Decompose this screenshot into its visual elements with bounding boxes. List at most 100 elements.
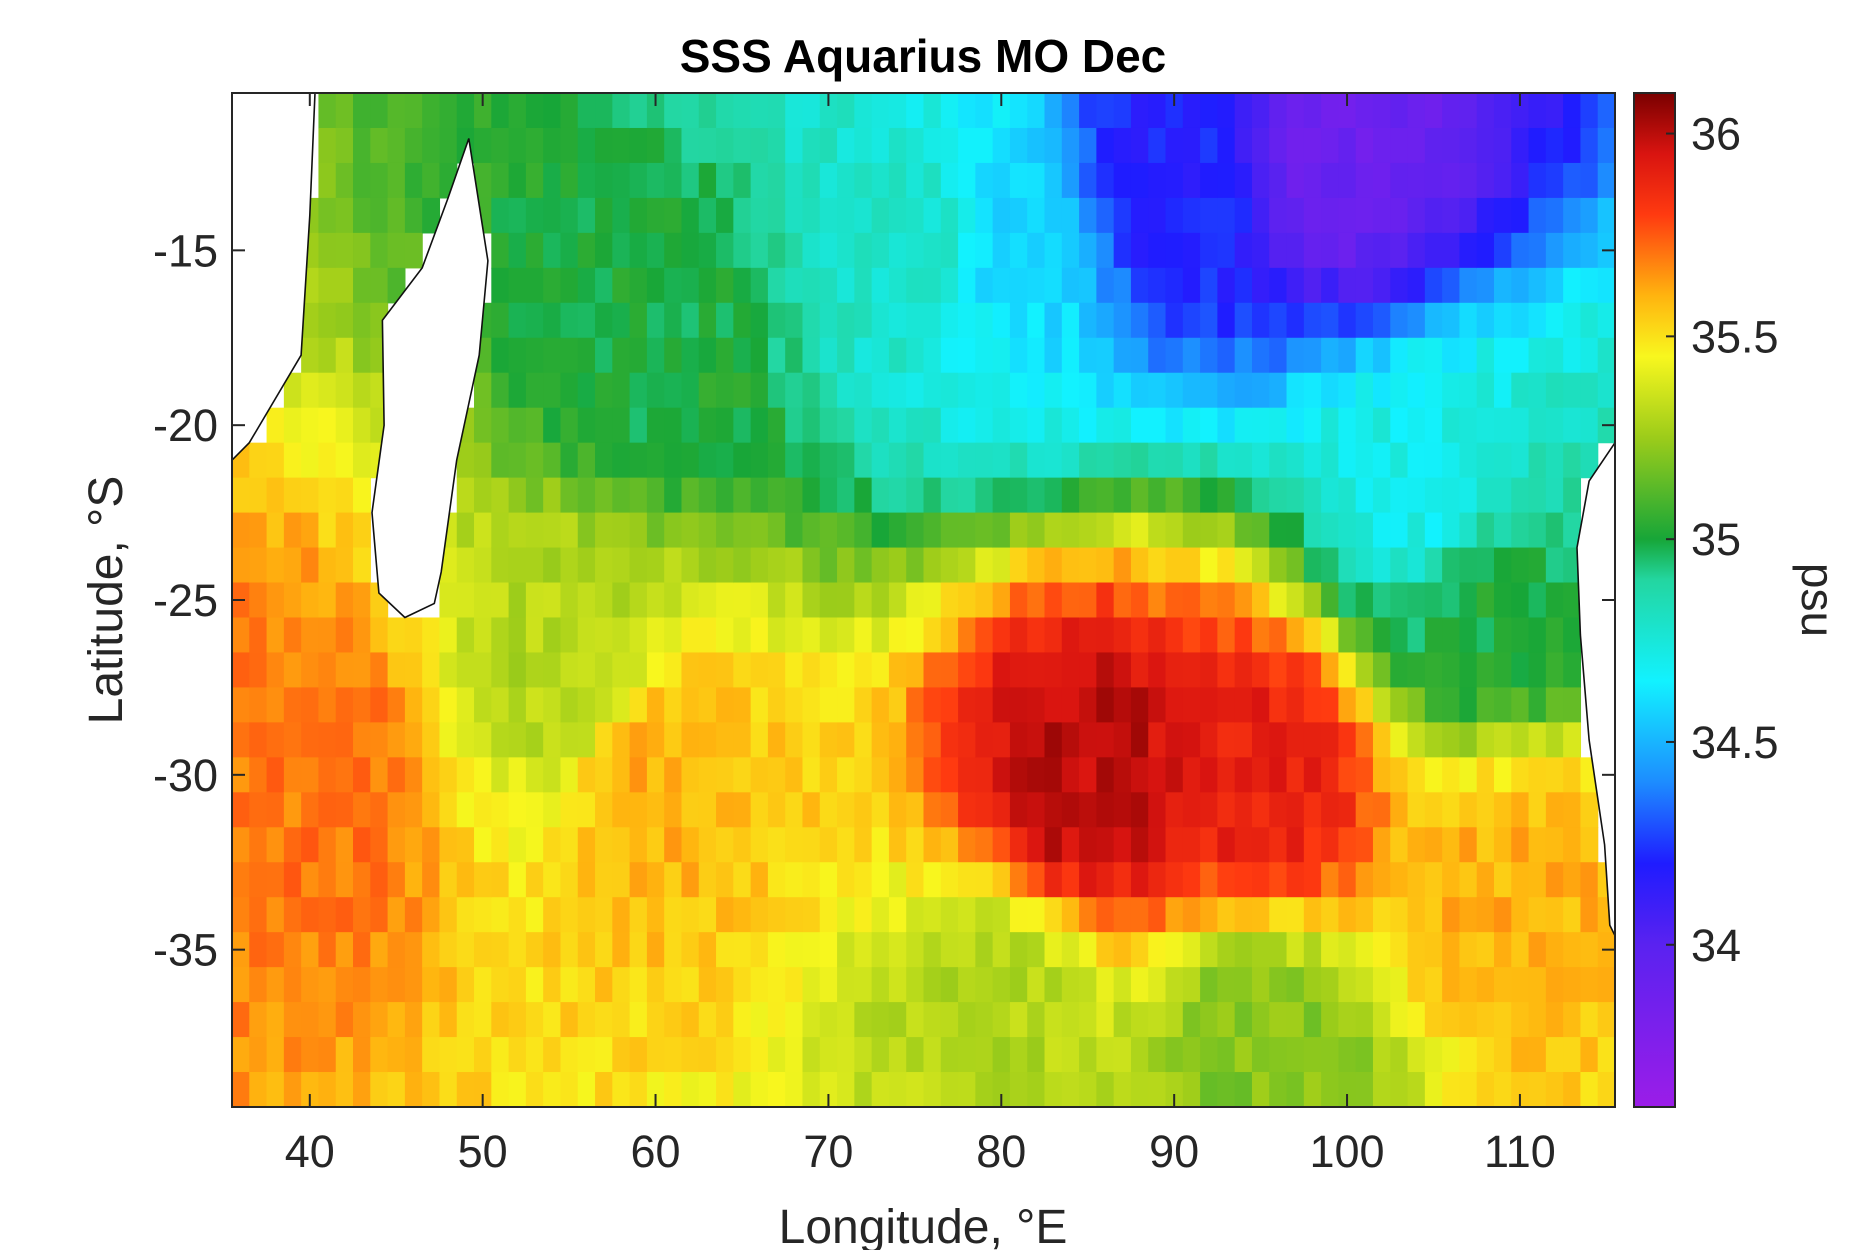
heatmap-cell: [785, 1002, 804, 1038]
heatmap-cell: [353, 477, 371, 514]
heatmap-cell: [1390, 162, 1409, 199]
heatmap-cell: [837, 267, 855, 304]
heatmap-cell: [560, 827, 579, 863]
heatmap-cell: [785, 617, 804, 654]
heatmap-cell: [698, 862, 717, 898]
heatmap-cell: [664, 932, 683, 968]
heatmap-cell: [1528, 512, 1547, 549]
heatmap-cell: [1148, 547, 1167, 584]
heatmap-cell: [456, 512, 475, 549]
heatmap-cell: [525, 792, 544, 828]
heatmap-cell: [1079, 302, 1097, 339]
heatmap-cell: [698, 477, 717, 514]
heatmap-cell: [525, 1037, 544, 1073]
heatmap-cell: [1079, 93, 1097, 129]
heatmap-cell: [456, 582, 475, 619]
heatmap-cell: [387, 197, 406, 234]
heatmap-cell: [1061, 722, 1080, 758]
heatmap-cell: [318, 197, 337, 234]
heatmap-cell: [1597, 302, 1615, 339]
heatmap-cell: [1009, 827, 1028, 863]
heatmap-cell: [491, 1002, 510, 1038]
heatmap-cell: [940, 407, 959, 444]
heatmap-cell: [785, 827, 804, 863]
heatmap-cell: [491, 407, 510, 444]
heatmap-cell: [1027, 582, 1046, 619]
heatmap-cell: [733, 267, 752, 304]
heatmap-cell: [560, 1072, 579, 1107]
heatmap-cell: [1338, 722, 1357, 758]
heatmap-cell: [1009, 1072, 1028, 1107]
heatmap-cell: [1286, 442, 1305, 479]
heatmap-cell: [716, 442, 734, 479]
heatmap-cell: [1303, 862, 1322, 898]
heatmap-cell: [854, 722, 873, 758]
heatmap-cell: [560, 477, 579, 514]
heatmap-cell: [1303, 302, 1322, 339]
heatmap-cell: [612, 897, 631, 933]
heatmap-cell: [422, 932, 441, 968]
heatmap-cell: [802, 862, 821, 898]
australia-coastline: [1576, 441, 1615, 937]
heatmap-cell: [1165, 162, 1184, 199]
heatmap-cell: [767, 1072, 786, 1107]
heatmap-cell: [1424, 1002, 1443, 1038]
heatmap-cell: [1182, 407, 1201, 444]
heatmap-cell: [439, 827, 458, 863]
heatmap-cell: [992, 442, 1011, 479]
heatmap-cell: [1148, 197, 1167, 234]
heatmap-cell: [1459, 197, 1478, 234]
heatmap-cell: [1182, 1072, 1201, 1107]
heatmap-cell: [819, 897, 838, 933]
heatmap-cell: [1493, 897, 1512, 933]
heatmap-cell: [577, 162, 596, 199]
heatmap-cell: [871, 722, 890, 758]
heatmap-cell: [1113, 897, 1132, 933]
heatmap-cell: [681, 757, 700, 793]
heatmap-cell: [1234, 827, 1253, 863]
heatmap-cell: [577, 232, 596, 269]
heatmap-cell: [819, 582, 838, 619]
heatmap-cell: [975, 652, 994, 689]
heatmap-cell: [923, 1072, 942, 1107]
heatmap-cell: [1234, 757, 1253, 793]
heatmap-cell: [1390, 197, 1409, 234]
heatmap-cell: [958, 582, 976, 619]
heatmap-cell: [595, 267, 613, 304]
heatmap-cell: [1563, 617, 1582, 654]
heatmap-cell: [940, 162, 959, 199]
heatmap-cell: [1303, 757, 1322, 793]
heatmap-cell: [560, 267, 579, 304]
heatmap-cell: [1061, 1072, 1080, 1107]
x-tick-label: 40: [285, 1126, 335, 1177]
heatmap-cell: [1442, 862, 1461, 898]
heatmap-cell: [1321, 792, 1339, 828]
heatmap-cell: [232, 722, 250, 758]
heatmap-cell: [785, 652, 804, 689]
heatmap-cell: [733, 302, 752, 339]
heatmap-cell: [733, 232, 752, 269]
heatmap-cell: [923, 827, 942, 863]
heatmap-cell: [1027, 652, 1046, 689]
heatmap-cell: [387, 1002, 406, 1038]
heatmap-cell: [1096, 302, 1115, 339]
heatmap-cell: [543, 617, 562, 654]
heatmap-cell: [318, 93, 337, 129]
heatmap-cell: [1130, 267, 1149, 304]
heatmap-cell: [716, 862, 734, 898]
heatmap-cell: [1338, 582, 1357, 619]
heatmap-cell: [681, 897, 700, 933]
heatmap-cell: [940, 862, 959, 898]
heatmap-cell: [1303, 792, 1322, 828]
heatmap-cell: [353, 967, 371, 1003]
heatmap-cell: [1130, 722, 1149, 758]
heatmap-cell: [888, 162, 907, 199]
heatmap-cell: [837, 512, 855, 549]
heatmap-cell: [1563, 127, 1582, 164]
heatmap-cell: [750, 897, 769, 933]
heatmap-cell: [1182, 582, 1201, 619]
heatmap-cell: [370, 267, 389, 304]
heatmap-cell: [1424, 1072, 1443, 1107]
heatmap-cell: [387, 967, 406, 1003]
heatmap-cell: [266, 967, 285, 1003]
